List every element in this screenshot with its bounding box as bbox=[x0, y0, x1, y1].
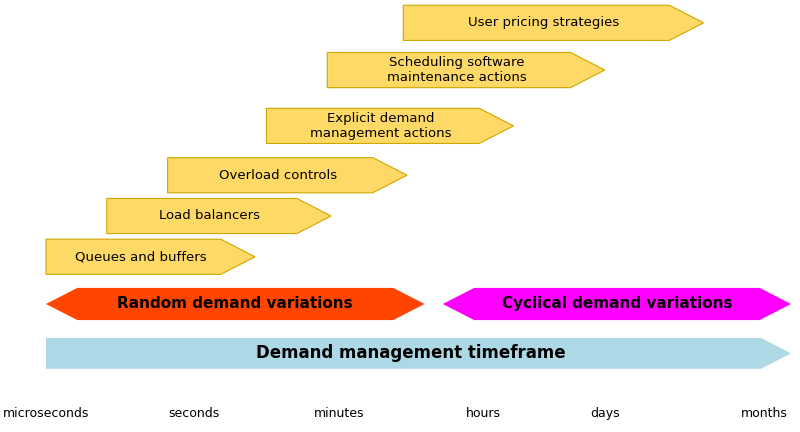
Text: User pricing strategies: User pricing strategies bbox=[468, 16, 619, 29]
Polygon shape bbox=[266, 108, 514, 143]
Text: Explicit demand
management actions: Explicit demand management actions bbox=[310, 111, 451, 140]
Text: Cyclical demand variations: Cyclical demand variations bbox=[502, 296, 732, 311]
Text: Load balancers: Load balancers bbox=[159, 210, 260, 222]
Polygon shape bbox=[403, 5, 703, 41]
Polygon shape bbox=[46, 288, 425, 320]
Text: minutes: minutes bbox=[314, 407, 364, 420]
Text: Overload controls: Overload controls bbox=[218, 169, 337, 182]
Text: seconds: seconds bbox=[169, 407, 220, 420]
Polygon shape bbox=[327, 52, 605, 88]
Polygon shape bbox=[443, 288, 791, 320]
Polygon shape bbox=[168, 158, 407, 193]
Text: Scheduling software
maintenance actions: Scheduling software maintenance actions bbox=[386, 56, 526, 84]
Text: microseconds: microseconds bbox=[2, 407, 89, 420]
Polygon shape bbox=[106, 198, 331, 234]
Polygon shape bbox=[46, 338, 791, 369]
Text: Queues and buffers: Queues and buffers bbox=[75, 250, 206, 263]
Text: Demand management timeframe: Demand management timeframe bbox=[256, 344, 566, 362]
Text: Random demand variations: Random demand variations bbox=[118, 296, 353, 311]
Text: hours: hours bbox=[466, 407, 501, 420]
Text: months: months bbox=[741, 407, 788, 420]
Polygon shape bbox=[46, 239, 255, 274]
Text: days: days bbox=[590, 407, 619, 420]
